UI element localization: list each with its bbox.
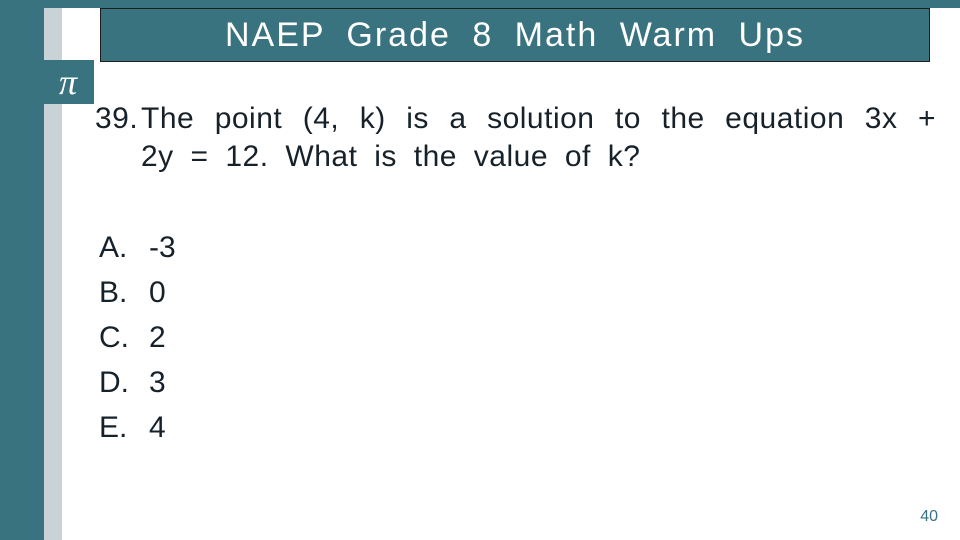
choice-letter: A. [99,225,149,270]
choice-e: E. 4 [99,405,936,450]
page-title: NAEP Grade 8 Math Warm Ups [225,16,805,55]
choice-value: -3 [149,225,176,270]
pi-badge: π [42,60,94,104]
choice-letter: E. [99,405,149,450]
choice-b: B. 0 [99,270,936,315]
choice-c: C. 2 [99,315,936,360]
choice-letter: D. [99,360,149,405]
question: 39. The point (4, k) is a solution to th… [95,100,936,177]
title-box: NAEP Grade 8 Math Warm Ups [100,8,930,62]
question-number: 39. [95,100,141,177]
question-text: The point (4, k) is a solution to the eq… [141,100,936,177]
choice-letter: C. [99,315,149,360]
slide: NAEP Grade 8 Math Warm Ups π 39. The poi… [0,0,960,540]
answer-choices: A. -3 B. 0 C. 2 D. 3 E. 4 [99,225,936,450]
choice-a: A. -3 [99,225,936,270]
choice-value: 4 [149,405,166,450]
pi-icon: π [59,64,77,100]
frame-top [44,0,960,8]
choice-d: D. 3 [99,360,936,405]
frame-left [0,0,44,540]
choice-value: 3 [149,360,166,405]
content-area: 39. The point (4, k) is a solution to th… [95,100,936,450]
choice-value: 0 [149,270,166,315]
choice-value: 2 [149,315,166,360]
page-number: 40 [920,508,938,526]
choice-letter: B. [99,270,149,315]
